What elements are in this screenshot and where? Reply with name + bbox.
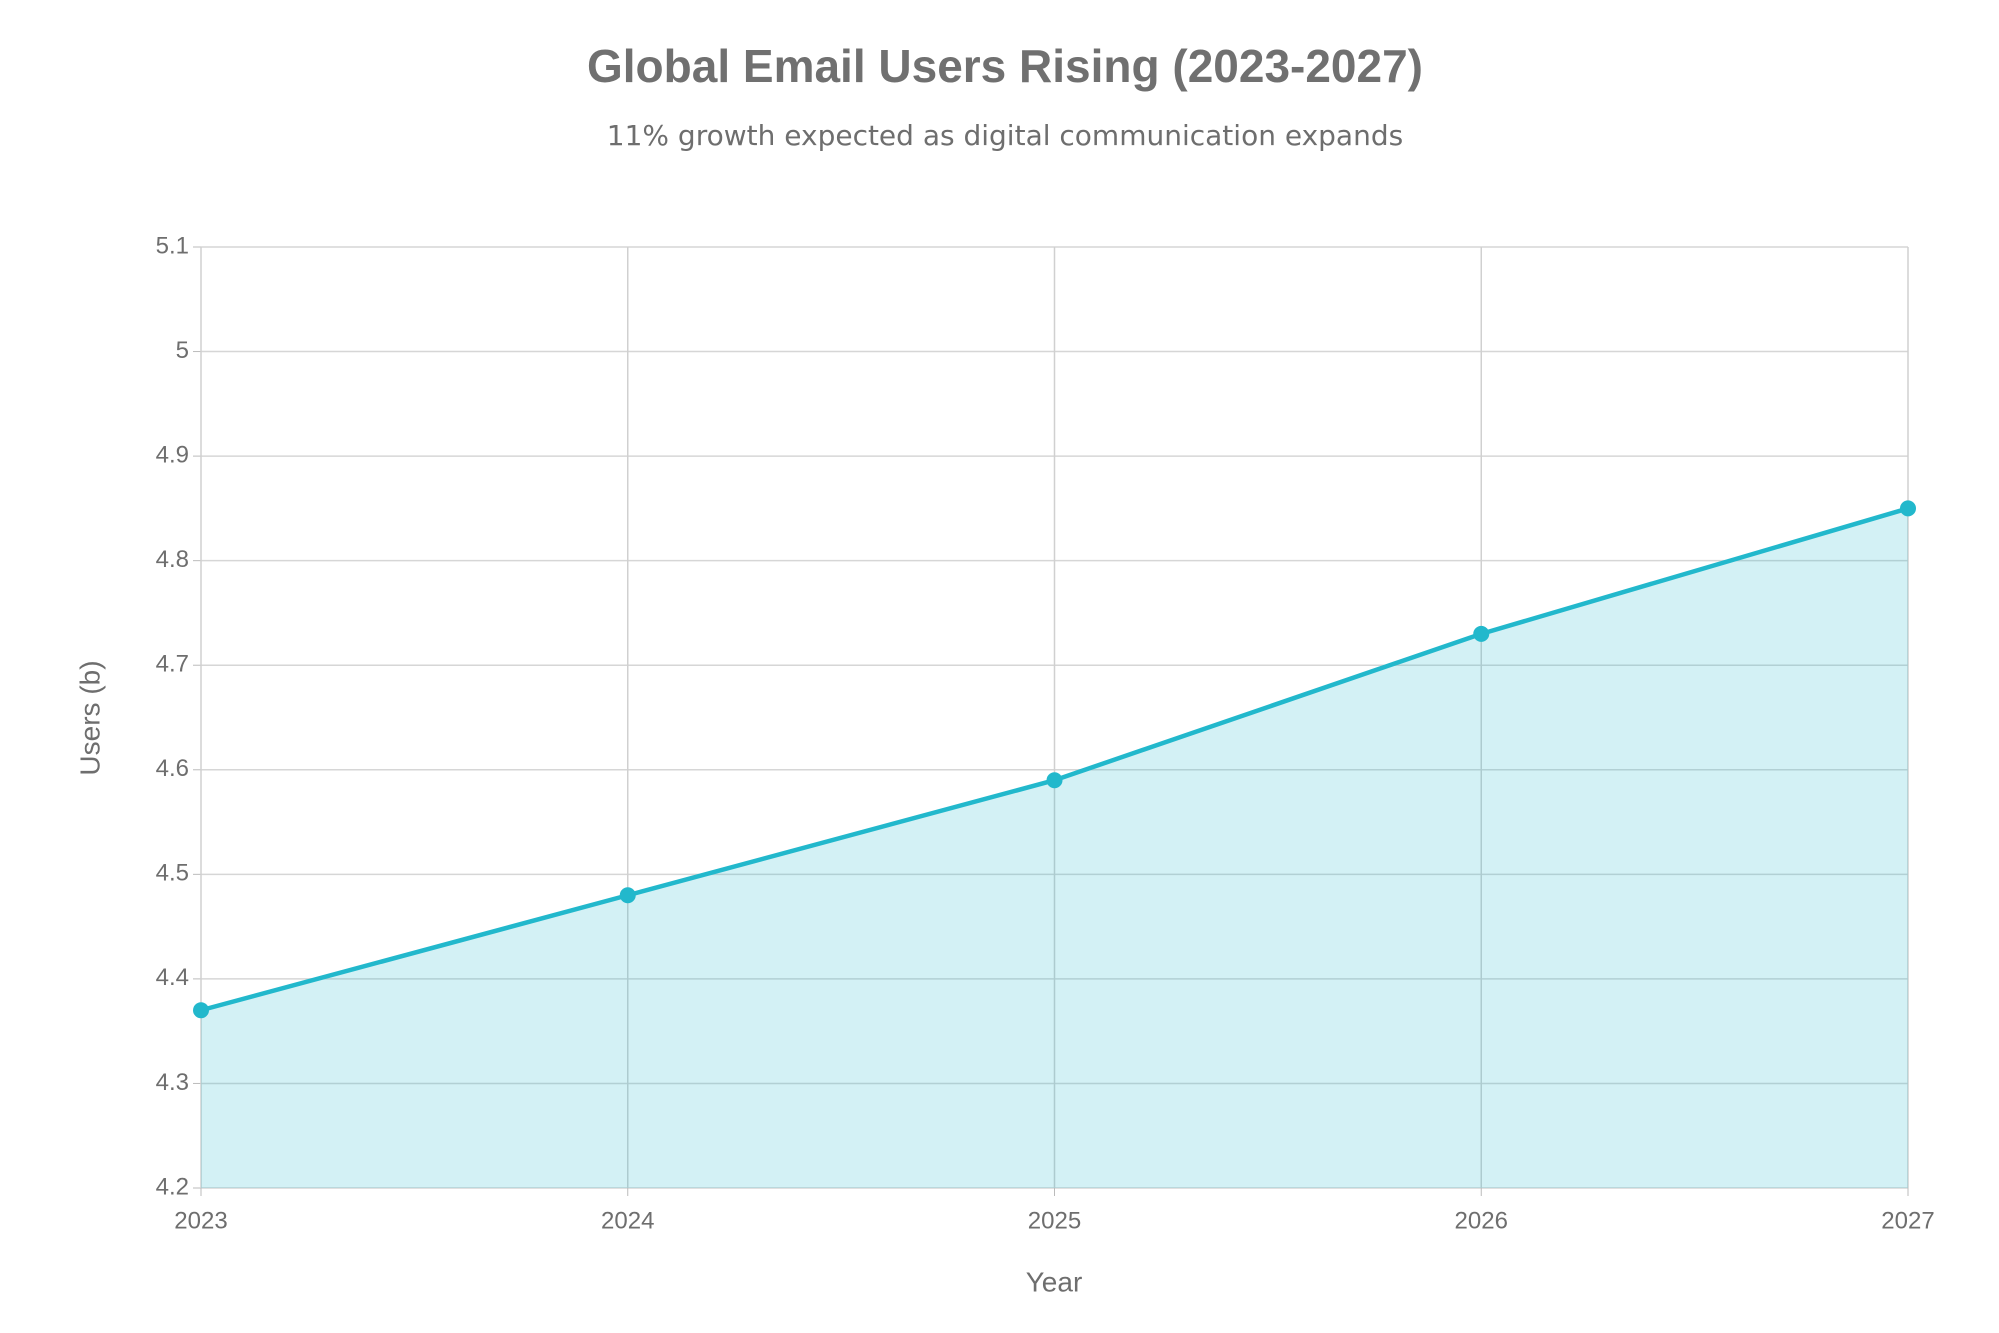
x-tick-label: 2026 xyxy=(1455,1207,1508,1234)
point xyxy=(1046,772,1063,789)
x-axis-title: Year xyxy=(1026,1266,1083,1297)
point xyxy=(193,1002,209,1019)
point xyxy=(619,887,636,904)
y-tick-label: 4.2 xyxy=(156,1173,189,1200)
y-tick-label: 4.4 xyxy=(156,964,189,991)
x-tick-label: 2023 xyxy=(174,1207,227,1234)
y-tick-label: 5 xyxy=(176,337,189,364)
chart-title: Global Email Users Rising (2023-2027) xyxy=(587,40,1423,92)
y-tick-label: 4.3 xyxy=(156,1069,189,1096)
x-tick-label: 2024 xyxy=(601,1207,654,1234)
y-tick-label: 5.1 xyxy=(156,232,189,259)
y-axis-title: Users (b) xyxy=(74,660,105,775)
y-tick-label: 4.8 xyxy=(156,546,189,573)
area xyxy=(201,508,1908,1188)
point xyxy=(1900,500,1916,517)
y-tick-label: 4.7 xyxy=(156,651,189,678)
y-tick-label: 4.9 xyxy=(156,441,189,468)
point xyxy=(1473,625,1490,642)
x-tick-label: 2027 xyxy=(1881,1207,1934,1234)
chart-subtitle: 11% growth expected as digital communica… xyxy=(607,119,1403,152)
x-tick-label: 2025 xyxy=(1028,1207,1081,1234)
y-tick-label: 4.6 xyxy=(156,755,189,782)
y-tick-label: 4.5 xyxy=(156,860,189,887)
